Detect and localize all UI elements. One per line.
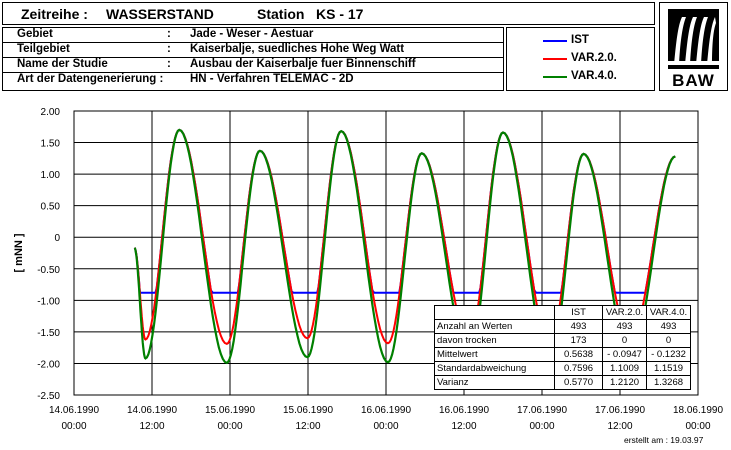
stats-label: Varianz [434,375,555,390]
stats-value: 0.7596 [554,361,603,376]
stats-value: - 0.1232 [646,347,691,362]
x-tick-time: 00:00 [61,421,86,432]
legend-item-var2: VAR.2.0. [507,52,654,68]
x-tick-date: 18.06.1990 [673,405,723,416]
x-tick-time: 12:00 [295,421,320,432]
stats-label: Standardabweichung [434,361,555,376]
stats-row: Varianz 0.5770 1.2120 1.3268 [434,375,691,390]
stats-label: Anzahl an Werten [434,319,555,334]
legend-label: VAR.4.0. [571,70,617,82]
x-tick-date: 14.06.1990 [127,405,177,416]
legend-label: VAR.2.0. [571,52,617,64]
y-tick-label: 0 [54,233,60,244]
stats-row: Mittelwert 0.5638 - 0.0947 - 0.1232 [434,347,691,362]
stats-value: 0 [646,333,691,348]
statistics-table: IST VAR.2.0. VAR.4.0. Anzahl an Werten 4… [434,305,691,390]
x-tick-time: 00:00 [217,421,242,432]
info-key: Art der Datengenerierung : [17,73,164,85]
y-tick-label: -1.50 [37,328,60,339]
stats-value: 1.3268 [646,375,691,390]
legend-item-var4: VAR.4.0. [507,70,654,86]
x-tick-date: 15.06.1990 [283,405,333,416]
info-key: Teilgebiet [17,43,70,55]
info-value: Jade - Weser - Aestuar [190,28,314,40]
y-tick-label: -1.00 [37,296,60,307]
info-key: Name der Studie [17,58,108,70]
stats-value: 493 [602,319,647,334]
stats-label: Mittelwert [434,347,555,362]
info-row: Name der Studie : Ausbau der Kaiserbalje… [3,58,503,73]
y-tick-label: -2.50 [37,391,60,402]
legend-label: IST [571,34,589,46]
info-value: Ausbau der Kaiserbalje fuer Binnenschiff [190,58,416,70]
legend-item-ist: IST [507,34,654,50]
logo-emblem-icon [668,9,719,69]
y-tick-label: 0.50 [41,202,61,213]
stats-row: Anzahl an Werten 493 493 493 [434,319,691,334]
x-tick-date: 14.06.1990 [49,405,99,416]
stats-value: 1.2120 [602,375,647,390]
stats-value: - 0.0947 [602,347,647,362]
info-sep: : [167,28,171,40]
legend-swatch-ist [543,40,567,42]
y-tick-label: -2.00 [37,359,60,370]
stats-value: 1.1519 [646,361,691,376]
info-key: Gebiet [17,28,53,40]
y-tick-label: 1.00 [41,170,61,181]
stats-value: 0.5770 [554,375,603,390]
logo-text: BAW [672,71,715,90]
stats-value: 493 [554,319,603,334]
created-date: erstellt am : 19.03.97 [624,435,704,445]
stats-value: 173 [554,333,603,348]
x-tick-time: 12:00 [451,421,476,432]
series-label: Zeitreihe : [21,6,88,22]
baw-logo: BAW [659,2,728,91]
series-line-var4 [133,128,676,365]
stats-header-row: IST VAR.2.0. VAR.4.0. [434,305,691,320]
x-tick-time: 12:00 [139,421,164,432]
y-tick-label: 2.00 [41,107,61,118]
y-tick-label: -0.50 [37,265,60,276]
x-tick-time: 00:00 [685,421,710,432]
stats-header-cell: VAR.2.0. [602,305,647,320]
study-info: Gebiet : Jade - Weser - Aestuar Teilgebi… [2,27,504,91]
stats-row: Standardabweichung 0.7596 1.1009 1.1519 [434,361,691,376]
stats-value: 0 [602,333,647,348]
info-value: Kaiserbalje, suedliches Hohe Weg Watt [190,43,405,55]
info-row: Teilgebiet : Kaiserbalje, suedliches Hoh… [3,43,503,58]
stats-row: davon trocken 173 0 0 [434,333,691,348]
title-bar: Zeitreihe : WASSERSTAND Station KS - 17 [2,2,655,25]
stats-header-cell: IST [554,305,603,320]
chart-area: 2.00 1.50 1.00 0.50 0 -0.50 -1.00 -1.50 -2.00 -2.… [0,95,731,450]
stats-value: 0.5638 [554,347,603,362]
x-tick-time: 12:00 [607,421,632,432]
x-tick-date: 17.06.1990 [595,405,645,416]
x-tick-time: 00:00 [529,421,554,432]
info-sep: : [167,58,171,70]
x-tick-date: 15.06.1990 [205,405,255,416]
x-tick-date: 16.06.1990 [439,405,489,416]
legend-swatch-var4 [543,76,567,78]
legend-swatch-var2 [543,58,567,60]
info-value: HN - Verfahren TELEMAC - 2D [190,73,354,85]
station-id: KS - 17 [316,6,364,22]
x-tick-date: 17.06.1990 [517,405,567,416]
info-row: Art der Datengenerierung : HN - Verfahre… [3,73,503,88]
info-row: Gebiet : Jade - Weser - Aestuar [3,28,503,43]
chart: 2.00 1.50 1.00 0.50 0 -0.50 -1.00 -1.50 -2.00 -2.… [13,107,723,432]
info-sep: : [167,43,171,55]
y-axis-label: [ mNN ] [13,233,25,272]
legend: IST VAR.2.0. VAR.4.0. [506,27,655,91]
y-tick-label: 1.50 [41,139,61,150]
station-label: Station [257,6,305,22]
stats-header-cell [434,305,555,320]
stats-value: 1.1009 [602,361,647,376]
stats-header-cell: VAR.4.0. [646,305,691,320]
x-tick-date: 16.06.1990 [361,405,411,416]
series-name: WASSERSTAND [106,6,214,22]
x-tick-time: 00:00 [373,421,398,432]
stats-value: 493 [646,319,691,334]
stats-label: davon trocken [434,333,555,348]
